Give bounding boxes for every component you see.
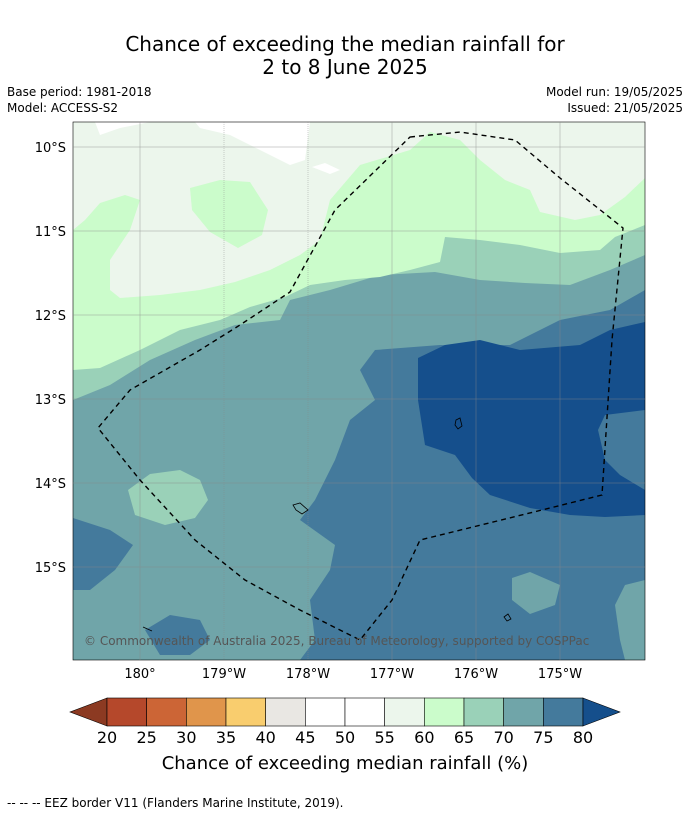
colorbar-title: Chance of exceeding median rainfall (%) <box>161 753 529 774</box>
contour-70-75-small <box>512 572 560 614</box>
colorbar-tick-25: 25 <box>136 728 157 747</box>
model-label: Model: ACCESS-S2 <box>7 101 119 115</box>
contour-80-plus <box>418 322 645 517</box>
lon-label-178w: 178°W <box>286 667 330 682</box>
base-period-label: Base period: 1981-2018 <box>7 85 152 99</box>
lat-label-11s: 11°S <box>35 225 66 240</box>
colorbar-tick-80: 80 <box>572 728 594 747</box>
colorbar-tick-50: 50 <box>334 728 356 747</box>
colorbar-swatch-55-60 <box>384 697 425 727</box>
colorbar-swatch-75-80 <box>543 697 584 727</box>
lat-label-13s: 13°S <box>35 393 66 408</box>
lat-label-10s: 10°S <box>35 141 66 156</box>
colorbar-swatch-60-65 <box>424 697 465 727</box>
colorbar-tick-55: 55 <box>374 728 395 747</box>
colorbar-tick-45: 45 <box>295 728 316 747</box>
colorbar-swatch-20-25 <box>106 697 147 727</box>
lon-label-176w: 176°W <box>454 667 498 682</box>
copyright-text: © Commonwealth of Australia 2025, Bureau… <box>84 634 589 648</box>
lon-label-175w: 175°W <box>538 667 582 682</box>
island-2 <box>292 502 309 515</box>
colorbar-swatch-50-55 <box>344 697 385 727</box>
contour-65-70-island <box>128 470 208 525</box>
chart-title-line2: 2 to 8 June 2025 <box>262 55 428 79</box>
model-run-label: Model run: 19/05/2025 <box>545 85 683 99</box>
footnote: -- -- -- EEZ border V11 (Flanders Marine… <box>7 796 344 810</box>
colorbar-tick-40: 40 <box>255 728 276 747</box>
islands <box>142 417 512 632</box>
lon-label-179w: 179°W <box>202 667 246 682</box>
contour-75-80-southwest <box>145 615 210 655</box>
contour-75-80-west <box>73 518 133 590</box>
colorbar-swatch-30-35 <box>186 697 227 727</box>
colorbar-arrow-high <box>582 697 621 727</box>
colorbar-swatch-65-70 <box>463 697 504 727</box>
colorbar-swatch-40-45 <box>265 697 306 727</box>
island-3 <box>503 613 512 622</box>
colorbar-arrow-low <box>69 697 108 727</box>
contour-55-60 <box>73 122 645 298</box>
colorbar-tick-70: 70 <box>493 728 514 747</box>
lat-label-12s: 12°S <box>35 309 66 324</box>
colorbar-swatch-35-40 <box>225 697 266 727</box>
colorbar-tick-20: 20 <box>96 728 118 747</box>
colorbar-tick-65: 65 <box>453 728 475 747</box>
issued-label: Issued: 21/05/2025 <box>567 101 683 115</box>
island-1 <box>454 417 463 430</box>
colorbar-tick-35: 35 <box>215 728 237 747</box>
contour-50-55-small <box>312 163 340 174</box>
lat-label-14s: 14°S <box>35 477 66 492</box>
contour-70-75-south <box>615 580 645 660</box>
colorbar <box>69 697 621 727</box>
colorbar-swatch-45-50 <box>305 697 346 727</box>
island-4 <box>142 626 153 632</box>
colorbar-swatch-25-30 <box>146 697 187 727</box>
colorbar-swatch-70-75 <box>503 697 544 727</box>
lon-label-180: 180° <box>124 667 155 682</box>
map-frame <box>72 121 646 661</box>
graticule <box>73 122 645 660</box>
colorbar-tick-30: 30 <box>176 728 197 747</box>
contour-50-55-top2 <box>95 122 150 135</box>
lat-label-15s: 15°S <box>35 561 66 576</box>
colorbar-tick-60: 60 <box>414 728 435 747</box>
lon-label-177w: 177°W <box>370 667 414 682</box>
chart-title-line1: Chance of exceeding the median rainfall … <box>125 32 565 56</box>
colorbar-tick-75: 75 <box>533 728 554 747</box>
probability-contours <box>73 122 645 660</box>
rainfall-map: © Commonwealth of Australia 2025, Bureau… <box>35 121 646 727</box>
